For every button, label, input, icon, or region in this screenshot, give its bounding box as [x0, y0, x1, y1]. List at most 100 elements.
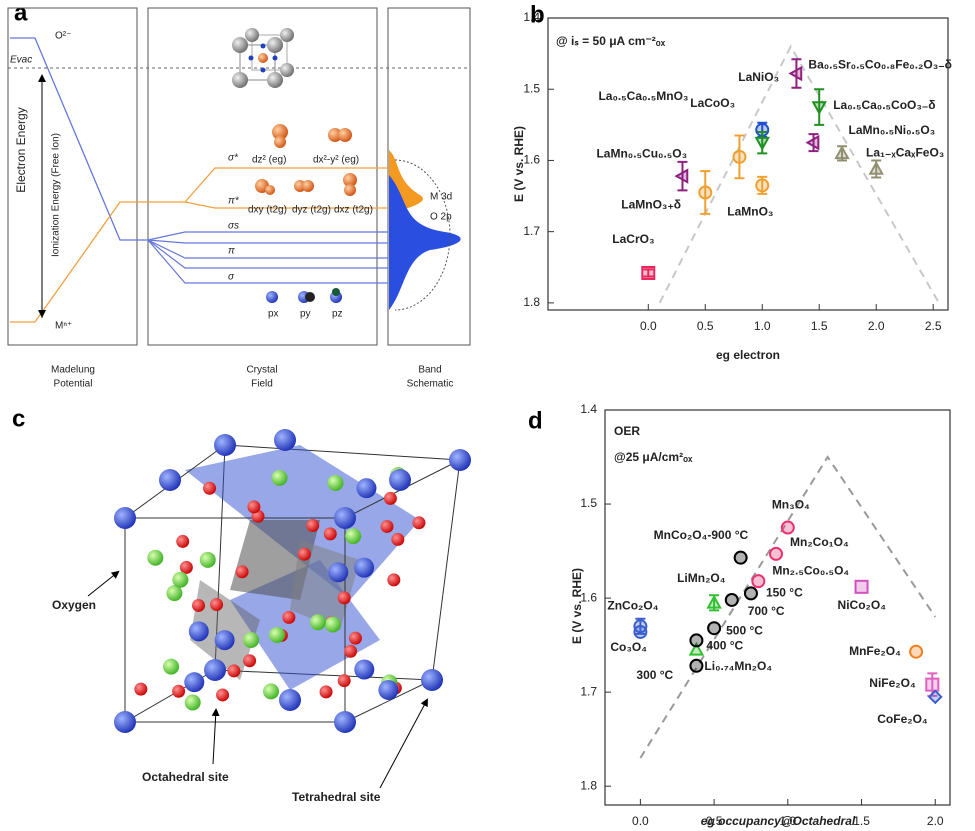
- atom: [383, 491, 397, 505]
- atom: [274, 429, 296, 451]
- panel-box: [147, 7, 378, 346]
- atom: [328, 562, 349, 583]
- trend-line: [658, 44, 940, 304]
- point-label: LaNiO₃: [738, 70, 779, 84]
- marker: [805, 134, 820, 151]
- marker: [909, 644, 924, 659]
- atom: [247, 500, 261, 514]
- atom: [412, 516, 426, 530]
- y-tick-label: 1.4: [580, 402, 597, 416]
- atom: [391, 532, 405, 546]
- marker: [707, 621, 722, 636]
- atom: [176, 534, 190, 548]
- atom: [243, 654, 257, 668]
- error-bar: [808, 133, 819, 153]
- marker: [854, 579, 869, 594]
- caption: Potential: [54, 379, 93, 390]
- marker: [811, 101, 827, 116]
- level-label: π: [228, 246, 235, 257]
- x-tick-label: 1.0: [754, 319, 771, 333]
- level: [147, 239, 388, 244]
- atom: [319, 685, 333, 699]
- panel-a: a Evac O²⁻ Mⁿ⁺ Ionization Energy (Free I…: [7, 0, 471, 390]
- point-label: Mn₂.₅Co₀.₅O₄: [772, 563, 849, 577]
- atom: [345, 528, 362, 545]
- arrow: [379, 698, 428, 789]
- point-label: Co₃O₄: [610, 640, 647, 654]
- panel-label: b: [530, 1, 545, 28]
- atom: [387, 573, 401, 587]
- error-bar: [700, 170, 711, 215]
- level: [147, 239, 388, 284]
- unit-cell: [232, 28, 294, 88]
- marker: [698, 185, 713, 200]
- plot-frame: [547, 17, 949, 311]
- annotation: Octahedral site: [142, 770, 229, 784]
- orbital-label: dz² (eg): [252, 155, 286, 166]
- vacuum-label: Evac: [10, 55, 32, 66]
- point-label: LaMn₀.₅Ni₀.₅O₃: [849, 123, 936, 137]
- atom: [243, 631, 260, 648]
- y-tick-label: 1.5: [580, 496, 597, 510]
- x-tick-label: 0.5: [706, 814, 723, 828]
- y-tick-label: 1.8: [523, 295, 540, 309]
- arrow: [87, 570, 120, 597]
- orbital-label: pz: [332, 309, 343, 320]
- band: [389, 175, 461, 310]
- level: [147, 239, 388, 269]
- point-label: 300 °C: [636, 668, 673, 682]
- atom: [306, 519, 320, 533]
- y-tick-label: 1.8: [580, 778, 597, 792]
- marker: [751, 574, 766, 589]
- caption: Schematic: [407, 379, 454, 390]
- point-label: MnFe₂O₄: [849, 644, 901, 658]
- atom: [172, 684, 186, 698]
- atom: [380, 519, 394, 533]
- atom: [114, 711, 136, 733]
- marker: [925, 677, 940, 692]
- marker: [641, 265, 656, 280]
- error-bar: [643, 268, 654, 278]
- x-tick-label: 0.0: [640, 319, 657, 333]
- orbital-label: dxy (t2g): [248, 205, 287, 216]
- orbital-label: dx²-y² (eg): [313, 155, 359, 166]
- x-tick-label: 0.0: [632, 814, 649, 828]
- caption: Band: [418, 365, 441, 376]
- atoms: [114, 429, 471, 733]
- atom: [159, 469, 181, 491]
- atom: [327, 474, 344, 491]
- caption: Field: [251, 379, 273, 390]
- atom: [337, 591, 351, 605]
- annotation: OER: [614, 424, 640, 438]
- atom: [421, 669, 443, 691]
- orbital-label: dyz (t2g): [292, 205, 331, 216]
- marker: [689, 658, 704, 673]
- plot-frame: [604, 409, 951, 806]
- marker: [674, 168, 689, 184]
- marker: [754, 136, 770, 151]
- atom: [337, 674, 351, 688]
- point-label: LaCoO₃: [690, 96, 735, 110]
- atom: [134, 682, 148, 696]
- point-label: 400 °C: [706, 639, 743, 653]
- x-tick-label: 1.5: [811, 319, 828, 333]
- marker: [788, 65, 803, 82]
- trend-line: [639, 455, 937, 759]
- atom: [324, 616, 341, 633]
- atom: [163, 658, 180, 675]
- point-label: La₀.₅Ca₀.₅MnO₃: [598, 89, 688, 103]
- error-bar: [791, 58, 802, 89]
- orbitals: [255, 124, 357, 303]
- caption: Madelung: [51, 365, 95, 376]
- atom: [269, 627, 286, 644]
- y-axis-label: Electron Energy: [14, 107, 28, 192]
- atom: [309, 614, 326, 631]
- point-label: Li₀.₇₄Mn₂O₄: [704, 659, 772, 673]
- metal-level: [10, 201, 148, 323]
- panel-box: [7, 7, 138, 346]
- atom: [188, 621, 209, 642]
- atom: [114, 507, 136, 529]
- cube-edge: [344, 679, 433, 723]
- atom: [271, 469, 288, 486]
- sigma-star-level: [148, 167, 388, 203]
